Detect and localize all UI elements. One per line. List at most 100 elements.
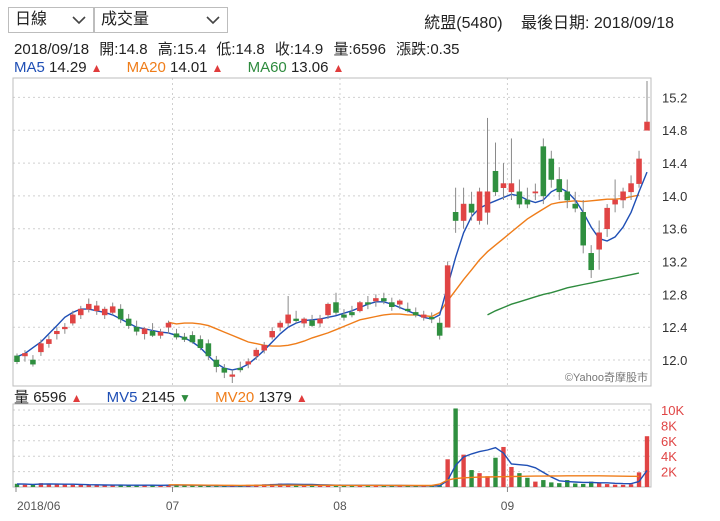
candle-body: [580, 212, 586, 246]
candlestick: [205, 339, 212, 361]
candlestick: [165, 320, 172, 334]
time-axis: 2018/06 07 08 09: [15, 487, 514, 513]
info-close: 收:14.9: [274, 41, 324, 58]
legend-vol-value: 6596: [33, 389, 67, 406]
candlestick: [508, 138, 515, 200]
volume-bar: [453, 408, 458, 487]
price-tick-label: 12.4: [662, 320, 687, 335]
candle-body: [612, 199, 618, 205]
candle-body: [173, 333, 180, 338]
candle-body: [293, 318, 299, 321]
candlestick: [644, 81, 650, 131]
legend-ma60: MA60 13.06 ▲: [248, 59, 345, 76]
volume-bar: [269, 483, 275, 487]
candlestick: [85, 298, 92, 313]
candle-body: [572, 203, 579, 209]
volume-bar: [78, 484, 83, 487]
volume-legend: 量 6596 ▲ MV5 2145 ▼ MV20 1379 ▲: [14, 386, 328, 407]
volume-bar: [381, 485, 387, 487]
legend-mv20-value: 1379: [258, 389, 292, 406]
candle-body: [62, 326, 68, 330]
volume-bar: [222, 486, 227, 487]
volume-bar: [557, 483, 562, 487]
volume-bar: [333, 485, 339, 487]
candlestick: [548, 150, 555, 188]
candlestick: [229, 369, 236, 383]
legend-vol: 量 6596 ▲: [14, 386, 82, 407]
candlestick: [349, 305, 355, 318]
candle-body: [500, 183, 507, 188]
price-panel-frame: [12, 77, 652, 387]
candlestick: [428, 312, 435, 324]
candlestick: [38, 339, 44, 356]
candlestick: [500, 163, 507, 200]
candle-body: [492, 170, 499, 193]
candlestick: [564, 179, 571, 209]
candle-body: [397, 300, 403, 305]
volume-bar: [365, 484, 371, 487]
price-tick-label: 12.8: [662, 287, 687, 302]
volume-bar: [644, 436, 650, 487]
candlestick: [333, 292, 339, 315]
volume-ma-lines: [16, 446, 648, 487]
candlestick: [596, 220, 602, 270]
candle-body: [38, 343, 44, 353]
candlestick: [261, 341, 267, 354]
ma5-line: [16, 171, 648, 371]
volume-bar: [182, 485, 187, 487]
legend-ma20-arrow: ▲: [211, 61, 224, 75]
candle-body: [508, 183, 515, 193]
volume-bar: [565, 480, 570, 487]
volume-bar: [14, 483, 20, 487]
volume-tick-label: 6K: [661, 434, 677, 449]
candle-body: [644, 121, 650, 131]
legend-ma5-label: MA5: [14, 59, 45, 76]
candle-body: [452, 212, 459, 221]
candlestick: [476, 187, 483, 225]
volume-bars: [14, 408, 650, 487]
ohlc-info: 2018/09/18 開:14.8 高:15.4 低:14.8 收:14.9 量…: [14, 38, 466, 59]
candlestick: [452, 187, 459, 233]
candlestick: [237, 361, 244, 373]
candle-body: [237, 367, 244, 371]
candle-body: [133, 326, 140, 332]
candle-body: [70, 314, 76, 324]
volume-bar: [38, 483, 44, 487]
candle-body: [78, 308, 84, 316]
volume-bar: [238, 485, 243, 487]
legend-ma60-arrow: ▲: [332, 61, 345, 75]
candle-body: [22, 353, 28, 357]
legend-ma5-value: 14.29: [49, 59, 87, 76]
indicator-select[interactable]: 成交量: [94, 7, 228, 33]
volume-bar: [198, 485, 203, 487]
candlestick: [572, 191, 579, 213]
candlestick: [620, 187, 626, 209]
candle-body: [85, 303, 92, 310]
candle-body: [516, 191, 523, 205]
candle-body: [428, 317, 435, 320]
candlestick: [373, 294, 379, 307]
candlestick: [460, 187, 467, 229]
legend-ma60-label: MA60: [247, 59, 287, 76]
period-select[interactable]: 日線: [8, 7, 94, 33]
candlestick: [317, 314, 323, 328]
volume-bar: [309, 485, 315, 487]
volume-tick-label: 8K: [661, 418, 677, 433]
legend-mv20-arrow: ▲: [295, 391, 308, 405]
candlestick: [109, 302, 116, 315]
candlestick: [30, 355, 36, 367]
candlestick: [381, 292, 387, 305]
candle-body: [277, 322, 283, 328]
candle-body: [636, 158, 642, 184]
candle-body: [269, 330, 275, 338]
price-grid: [13, 78, 651, 386]
candle-body: [285, 314, 291, 324]
candle-body: [381, 298, 387, 302]
volume-bar: [118, 484, 123, 487]
volume-bar: [102, 485, 107, 487]
volume-bar: [373, 485, 379, 487]
candlestick: [436, 317, 443, 340]
volume-bar: [485, 476, 490, 487]
